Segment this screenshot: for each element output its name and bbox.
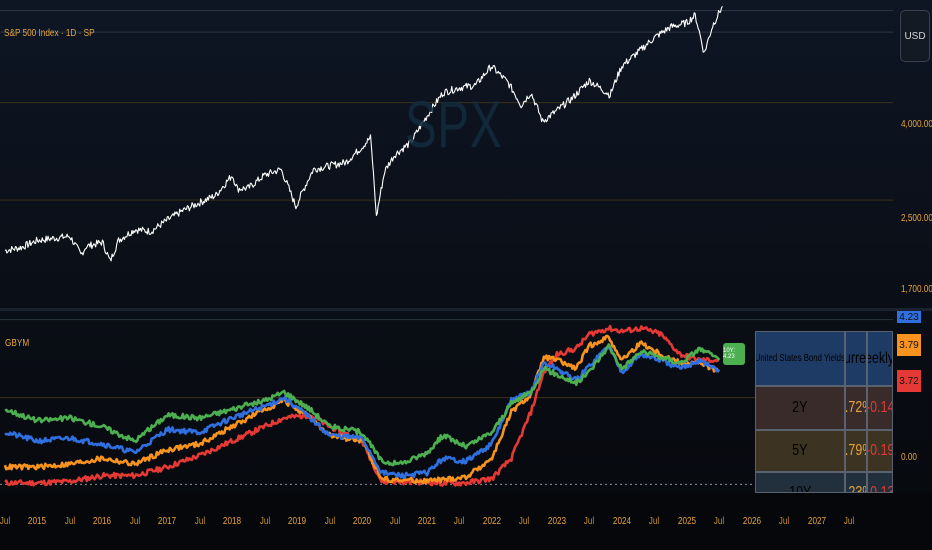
table-cell-weekly: -0.13	[867, 472, 893, 493]
time-axis-label: Jul	[194, 516, 206, 527]
time-axis-label: 2025	[677, 516, 696, 527]
yield-tag-10y: 4.23	[897, 311, 921, 323]
time-axis-label: Jul	[259, 516, 270, 527]
time-axis-label: 2026	[742, 516, 761, 527]
time-axis-label: 2015	[28, 516, 47, 527]
price-axis-label: 1,700.00	[901, 284, 932, 295]
time-axis[interactable]	[0, 493, 932, 550]
price-pane[interactable]	[0, 0, 893, 308]
time-axis-label: 2017	[158, 516, 177, 527]
time-axis-label: Jul	[584, 516, 595, 527]
price-chart[interactable]	[0, 0, 893, 308]
time-axis-label: Jul	[0, 516, 11, 527]
table-col-current: Current	[845, 331, 867, 386]
time-axis-label: Jul	[713, 516, 725, 527]
indicator-pane[interactable]	[0, 311, 893, 493]
time-axis-label: 2016	[93, 516, 112, 527]
time-axis-label: Jul	[648, 516, 660, 527]
time-axis-label: 2022	[482, 516, 502, 527]
symbol-watermark: SPX	[405, 87, 503, 161]
time-axis-label: 2027	[807, 516, 826, 527]
time-axis-label: Jul	[454, 516, 465, 527]
table-col-weekly: Weekly Δ	[867, 331, 893, 386]
price-series-line	[4, 5, 723, 262]
time-axis-label: 2020	[352, 516, 372, 527]
yield-tag-5y: 3.79	[897, 334, 921, 356]
time-axis-label: Jul	[64, 516, 76, 527]
table-cell-weekly: -0.19	[867, 430, 893, 472]
time-axis-label: Jul	[389, 516, 400, 527]
table-cell-weekly: -0.14	[867, 386, 893, 430]
table-cell-current: 3.79%	[845, 430, 867, 472]
table-cell-tenor: 2Y	[755, 386, 845, 430]
series-10y-line	[4, 343, 721, 467]
time-axis-label: Jul	[778, 516, 790, 527]
time-axis-label: Jul	[129, 516, 141, 527]
time-axis-label: 2024	[612, 516, 631, 527]
yield-chart[interactable]	[0, 311, 893, 493]
time-axis-label: 2019	[288, 516, 307, 527]
table-cell-current: 4.23%	[845, 472, 867, 493]
time-axis-label: 2023	[547, 516, 566, 527]
table-cell-tenor: 5Y	[755, 430, 845, 472]
price-axis-label: 4,000.00	[901, 119, 932, 130]
time-axis-label: 2018	[223, 516, 242, 527]
price-axis-label: 2,500.00	[901, 213, 932, 224]
currency-button[interactable]: USD	[900, 10, 930, 62]
table-title: United States Bond Yields	[755, 331, 845, 386]
table-cell-current: 3.72%	[845, 386, 867, 430]
time-axis-label: Jul	[843, 516, 855, 527]
series-5y-line	[4, 343, 721, 479]
yield-tag-2y: 3.72	[897, 370, 921, 392]
indicator-axis-label: 0.00	[901, 452, 917, 463]
time-axis-label: Jul	[324, 516, 335, 527]
pane-divider[interactable]	[0, 308, 932, 311]
time-axis-label: 2021	[417, 516, 437, 527]
time-axis-label: Jul	[519, 516, 530, 527]
indicator-label[interactable]: GBYM	[5, 338, 30, 349]
table-cell-tenor: 10Y	[755, 472, 845, 493]
series-2y-line	[3, 334, 721, 485]
last-value-tag: 10Y: 4.23	[723, 343, 745, 365]
chart-title[interactable]: S&P 500 Index · 1D · SP	[4, 28, 95, 39]
